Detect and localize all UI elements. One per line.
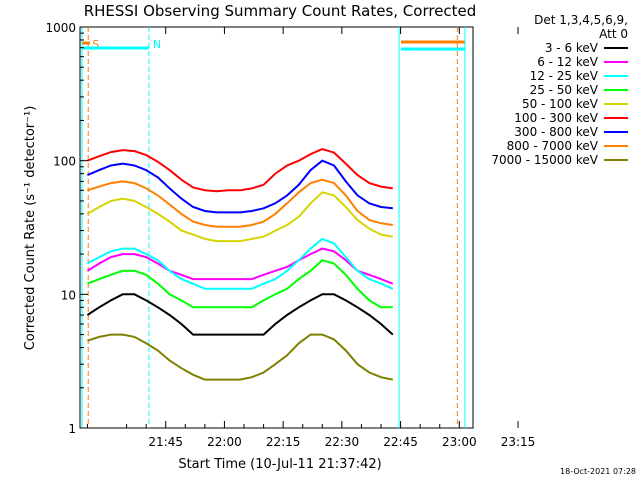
legend-label: 25 - 50 keV bbox=[530, 83, 599, 97]
y-tick-label: 1 bbox=[68, 422, 76, 436]
series-line-1 bbox=[86, 293, 394, 336]
plot-frame bbox=[79, 26, 474, 429]
legend-label: 12 - 25 keV bbox=[530, 69, 599, 83]
x-tick-label: 22:00 bbox=[207, 435, 242, 449]
x-tick-label: 22:30 bbox=[325, 435, 360, 449]
x-axis-label: Start Time (10-Jul-11 21:37:42) bbox=[178, 457, 381, 472]
chart-title: RHESSI Observing Summary Count Rates, Co… bbox=[84, 2, 477, 20]
footer-timestamp: 18-Oct-2021 07:28 bbox=[560, 467, 636, 476]
x-tick-label: 23:15 bbox=[501, 435, 536, 449]
series-lines bbox=[86, 148, 394, 381]
legend-label: 7000 - 15000 keV bbox=[491, 153, 598, 167]
series-line-4 bbox=[87, 259, 393, 309]
x-axis: 21:45 22:00 22:15 22:30 22:45 23:00 23:15 bbox=[86, 27, 536, 449]
y-tick-label: 1000 bbox=[45, 21, 76, 35]
legend-label: 50 - 100 keV bbox=[522, 97, 599, 111]
marker-label: N bbox=[153, 38, 161, 51]
legend-header-line-2: Att 0 bbox=[599, 27, 628, 41]
x-tick-label: 22:45 bbox=[383, 435, 418, 449]
legend-label: 6 - 12 keV bbox=[537, 55, 599, 69]
x-tick-label: 23:00 bbox=[442, 435, 477, 449]
series-line-3 bbox=[86, 237, 394, 290]
x-tick-label: 22:15 bbox=[266, 435, 301, 449]
legend-label: 3 - 6 keV bbox=[545, 41, 599, 55]
legend-header-line-1: Det 1,3,4,5,6,9, bbox=[534, 13, 628, 27]
series-line-6 bbox=[87, 148, 393, 193]
y-tick-label: 100 bbox=[53, 155, 76, 169]
series-line-5 bbox=[86, 191, 393, 243]
series-line-2 bbox=[86, 247, 394, 285]
series-line-8 bbox=[87, 178, 393, 228]
legend-label: 800 - 7000 keV bbox=[507, 139, 599, 153]
y-axis-label: Corrected Count Rate (s⁻¹ detector⁻¹) bbox=[23, 106, 38, 351]
legend-label: 100 - 300 keV bbox=[514, 111, 598, 125]
y-tick-label: 10 bbox=[61, 288, 76, 302]
marker-label: S bbox=[92, 38, 99, 51]
series-line-9 bbox=[87, 333, 393, 381]
y-axis: 1 10 100 1000 bbox=[45, 21, 88, 436]
legend-label: 300 - 800 keV bbox=[514, 125, 598, 139]
x-tick-label: 21:45 bbox=[148, 435, 183, 449]
series-line-7 bbox=[87, 159, 393, 214]
